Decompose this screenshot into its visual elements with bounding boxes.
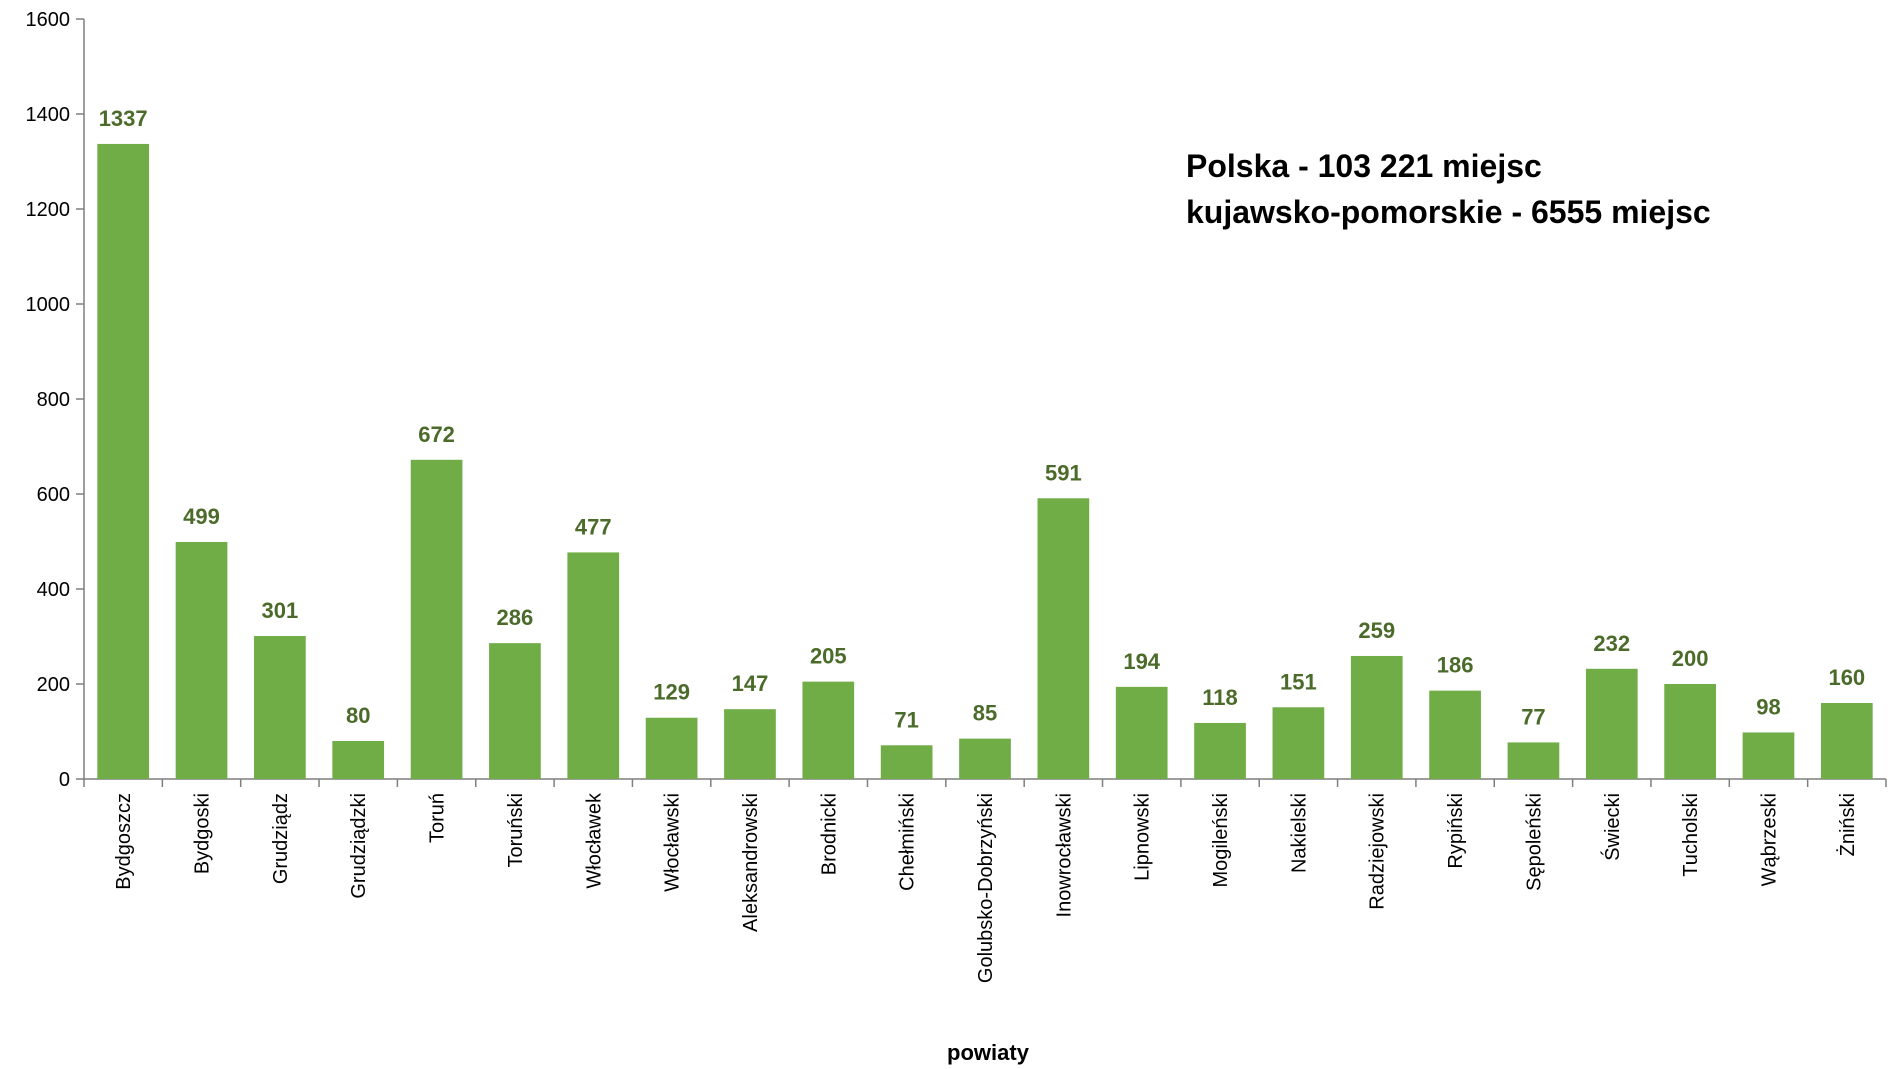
category-label: Aleksandrowski (740, 793, 762, 932)
value-label: 160 (1828, 665, 1865, 690)
bar (1820, 703, 1873, 779)
bar (1742, 732, 1795, 779)
y-tick-label: 1400 (26, 104, 71, 126)
bar (1115, 686, 1168, 779)
y-tick-label: 1600 (26, 9, 71, 31)
bar (1664, 684, 1716, 779)
category-label: Włocławski (662, 793, 684, 892)
category-labels: Bydgoszcz Bydgoski Grudziądz Grudziądzki Tor… (113, 792, 1859, 983)
bar (332, 741, 385, 779)
value-label: 80 (346, 703, 370, 728)
value-label: 200 (1672, 646, 1709, 671)
y-tick-label: 800 (37, 389, 70, 411)
bar (724, 709, 776, 779)
value-label: 129 (653, 680, 690, 705)
bar (1272, 707, 1325, 779)
bar (410, 459, 463, 779)
category-label: Bydgoszcz (113, 793, 135, 890)
value-label: 301 (262, 598, 299, 623)
category-label: Mogileński (1210, 793, 1232, 887)
value-label: 591 (1045, 460, 1082, 485)
value-label: 672 (418, 422, 455, 447)
category-label: Brodnicki (818, 793, 840, 875)
bar (802, 681, 855, 779)
x-axis-title: powiaty (947, 1040, 1030, 1065)
category-label: Lipnowski (1132, 793, 1154, 881)
category-label: Golubsko-Dobrzyński (975, 793, 997, 983)
annotation-line-poland: Polska - 103 221 miejsc (1186, 148, 1542, 184)
value-label: 1337 (99, 106, 148, 131)
category-label: Wąbrzeski (1758, 793, 1780, 886)
value-label: 118 (1202, 685, 1238, 710)
category-label: Świecki (1600, 793, 1624, 861)
y-tick-label: 600 (37, 484, 70, 506)
value-label: 194 (1123, 649, 1160, 674)
value-label: 151 (1280, 669, 1317, 694)
bar (645, 717, 698, 779)
value-label: 499 (183, 504, 220, 529)
category-label: Grudziądz (270, 793, 292, 884)
category-label: Bydgoski (192, 793, 214, 874)
y-tick-label: 1000 (26, 294, 71, 316)
category-label: Sępoleński (1523, 793, 1545, 891)
bars (97, 143, 1873, 780)
category-label: Żniński (1836, 793, 1859, 856)
y-tick-label: 0 (59, 769, 70, 791)
y-axis: 0 200 400 600 800 1000 1200 1400 1600 (26, 9, 85, 791)
category-label: Toruń (427, 793, 449, 843)
value-labels: 1337 499 301 80 672 286 477 129 147 205 71 85 591 194… (99, 106, 1865, 732)
category-label: Grudziądzki (348, 793, 370, 899)
bar (880, 745, 933, 779)
bar (97, 143, 150, 780)
bar (567, 552, 620, 779)
category-label: Nakielski (1288, 793, 1310, 873)
bar (1037, 498, 1090, 779)
value-label: 477 (575, 514, 612, 539)
value-label: 98 (1756, 694, 1780, 719)
y-tick-label: 1200 (26, 199, 71, 221)
value-label: 186 (1437, 653, 1474, 678)
value-label: 77 (1521, 704, 1545, 729)
value-label: 232 (1593, 631, 1630, 656)
category-label: Rypiński (1445, 793, 1467, 869)
summary-annotation: Polska - 103 221 miejsc kujawsko-pomorsk… (1186, 143, 1711, 235)
value-label: 71 (894, 707, 918, 732)
bar (1194, 722, 1246, 779)
bar (1429, 690, 1481, 779)
value-label: 259 (1358, 618, 1395, 643)
bar (959, 738, 1011, 779)
value-label: 85 (973, 701, 997, 726)
bar (1507, 742, 1560, 779)
bar (1585, 668, 1638, 779)
category-label: Włocławek (583, 792, 605, 889)
bar (175, 541, 228, 779)
category-label: Inowrocławski (1053, 793, 1075, 917)
category-label: Radziejowski (1367, 793, 1389, 910)
value-label: 286 (497, 605, 534, 630)
x-axis (83, 778, 1887, 787)
category-label: Tucholski (1680, 793, 1702, 877)
annotation-line-region: kujawsko-pomorskie - 6555 miejsc (1186, 194, 1711, 230)
bar (489, 643, 541, 779)
bar (1350, 655, 1403, 779)
category-label: Toruński (505, 793, 527, 867)
y-tick-label: 400 (37, 579, 70, 601)
value-label: 205 (810, 644, 847, 669)
bar (254, 636, 306, 779)
y-tick-label: 200 (37, 674, 70, 696)
category-label: Chełmiński (897, 793, 919, 891)
value-label: 147 (732, 671, 769, 696)
